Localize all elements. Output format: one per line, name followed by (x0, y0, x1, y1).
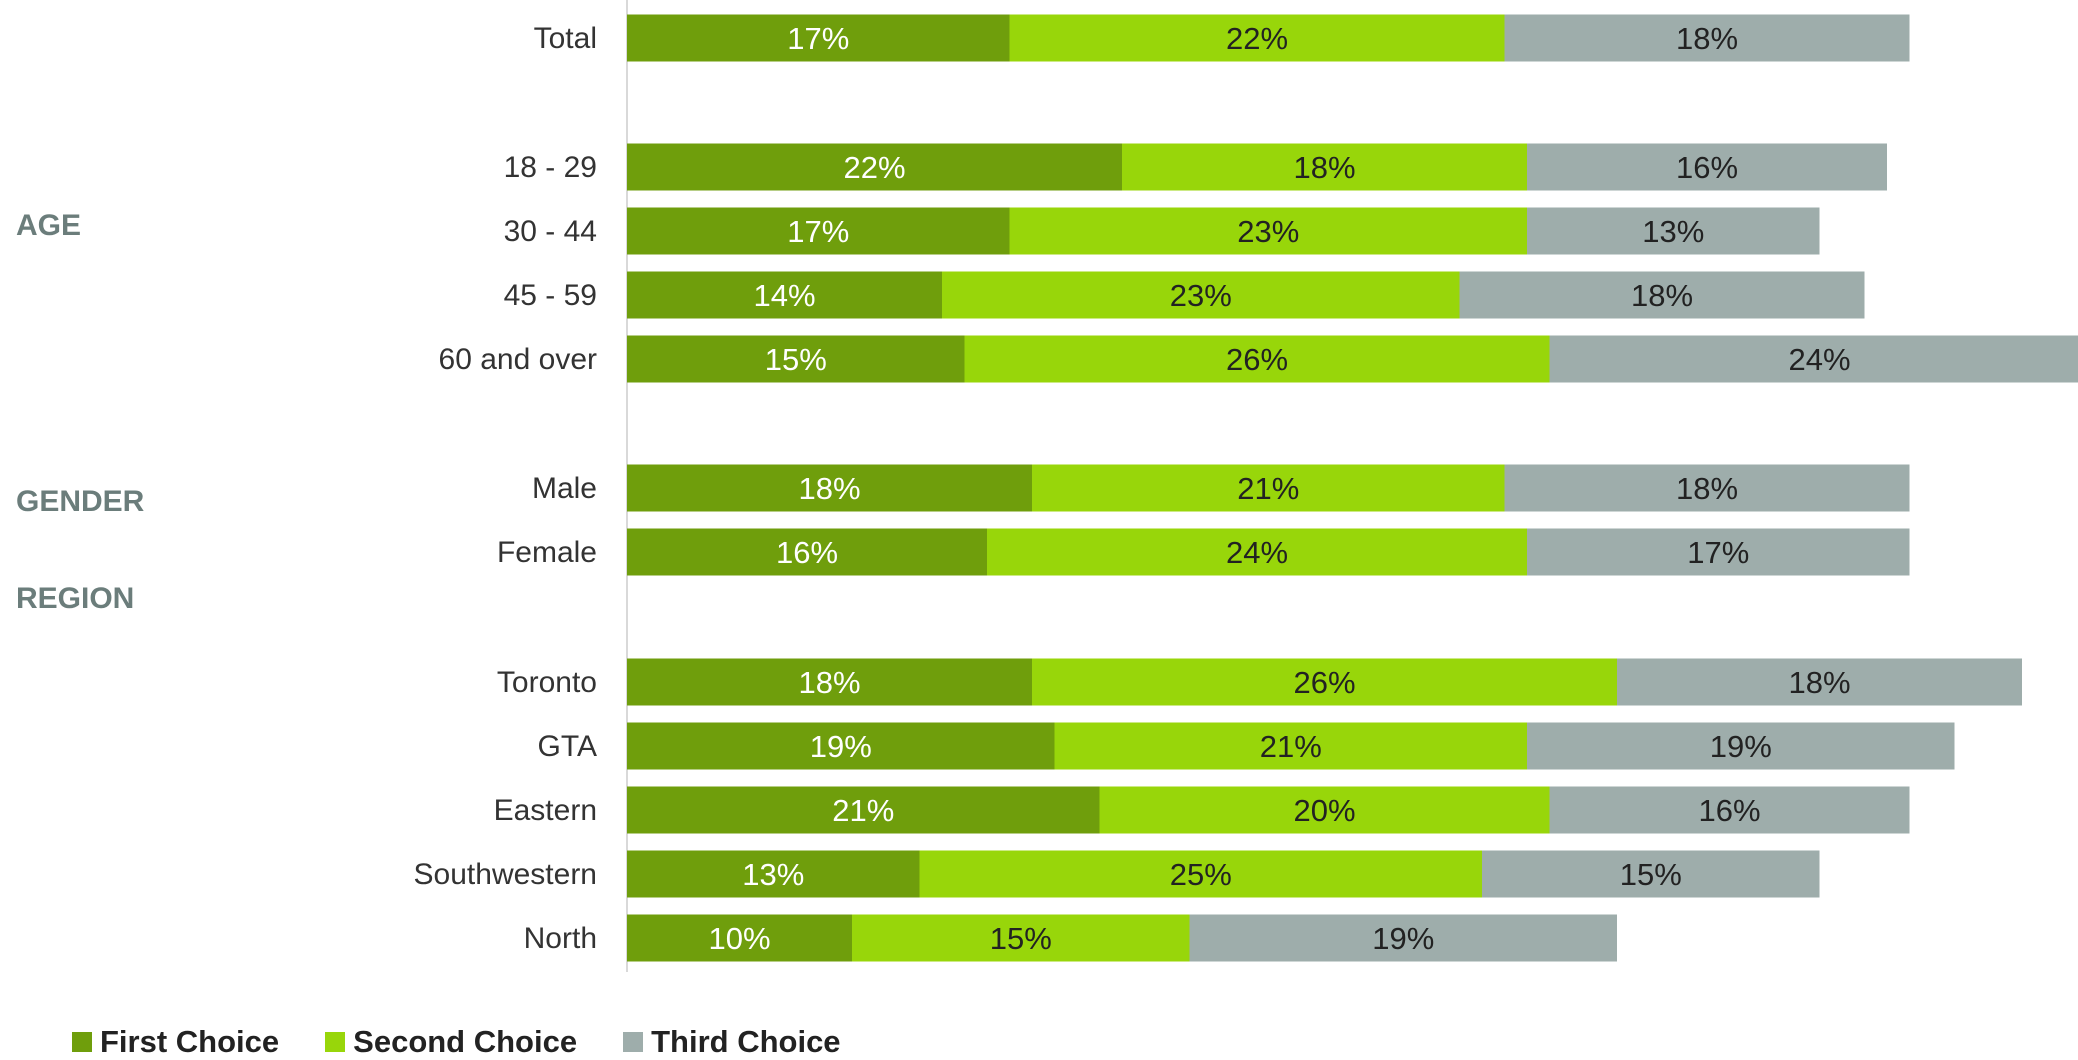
data-label-first-choice-toronto: 18% (798, 665, 860, 700)
data-label-first-choice-southwestern: 13% (742, 857, 804, 892)
data-label-third-choice-eastern: 16% (1698, 793, 1760, 828)
data-label-second-choice-gta: 21% (1260, 729, 1322, 764)
legend-swatch-third-choice (623, 1032, 643, 1052)
data-label-first-choice-eastern: 21% (832, 793, 894, 828)
data-label-second-choice-total: 22% (1226, 21, 1288, 56)
data-label-second-choice-southwestern: 25% (1170, 857, 1232, 892)
legend-swatch-second-choice (325, 1032, 345, 1052)
data-label-third-choice-female: 17% (1687, 535, 1749, 570)
category-label-45-59: 45 - 59 (504, 279, 597, 312)
data-label-third-choice-total: 18% (1676, 21, 1738, 56)
legend-label-first-choice: First Choice (100, 1024, 279, 1060)
data-label-first-choice-female: 16% (776, 535, 838, 570)
category-label-60-and-over: 60 and over (439, 343, 597, 376)
category-label-18-29: 18 - 29 (504, 151, 597, 184)
data-label-second-choice-18-29: 18% (1293, 150, 1355, 185)
data-label-third-choice-male: 18% (1676, 471, 1738, 506)
data-label-first-choice-north: 10% (708, 921, 770, 956)
data-label-third-choice-southwestern: 15% (1620, 857, 1682, 892)
category-label-30-44: 30 - 44 (504, 215, 597, 248)
data-label-second-choice-toronto: 26% (1293, 665, 1355, 700)
data-label-second-choice-60-and-over: 26% (1226, 342, 1288, 377)
category-label-eastern: Eastern (494, 794, 597, 827)
category-label-total: Total (534, 22, 597, 55)
category-label-north: North (524, 922, 597, 955)
data-label-first-choice-total: 17% (787, 21, 849, 56)
data-label-second-choice-female: 24% (1226, 535, 1288, 570)
data-label-third-choice-north: 19% (1372, 921, 1434, 956)
data-label-first-choice-male: 18% (798, 471, 860, 506)
data-label-second-choice-45-59: 23% (1170, 278, 1232, 313)
data-label-third-choice-45-59: 18% (1631, 278, 1693, 313)
data-label-third-choice-30-44: 13% (1642, 214, 1704, 249)
legend-item-second-choice: Second Choice (325, 1024, 577, 1060)
category-label-toronto: Toronto (497, 666, 597, 699)
data-label-second-choice-male: 21% (1237, 471, 1299, 506)
data-label-first-choice-45-59: 14% (753, 278, 815, 313)
group-label-age: AGE (16, 209, 81, 242)
legend-label-second-choice: Second Choice (353, 1024, 577, 1060)
group-label-gender: GENDER (16, 485, 145, 518)
legend-label-third-choice: Third Choice (651, 1024, 840, 1060)
category-label-male: Male (532, 472, 597, 505)
data-label-third-choice-60-and-over: 24% (1788, 342, 1850, 377)
group-label-region: REGION (16, 582, 134, 615)
data-label-first-choice-60-and-over: 15% (765, 342, 827, 377)
data-label-first-choice-gta: 19% (810, 729, 872, 764)
legend-swatch-first-choice (72, 1032, 92, 1052)
data-label-first-choice-30-44: 17% (787, 214, 849, 249)
legend-item-third-choice: Third Choice (623, 1024, 840, 1060)
category-label-southwestern: Southwestern (414, 858, 597, 891)
category-label-gta: GTA (538, 730, 597, 763)
legend: First Choice Second Choice Third Choice (72, 1024, 841, 1060)
data-label-third-choice-toronto: 18% (1788, 665, 1850, 700)
data-label-first-choice-18-29: 22% (843, 150, 905, 185)
data-label-third-choice-18-29: 16% (1676, 150, 1738, 185)
data-label-second-choice-north: 15% (990, 921, 1052, 956)
data-label-second-choice-30-44: 23% (1237, 214, 1299, 249)
data-label-third-choice-gta: 19% (1710, 729, 1772, 764)
category-label-female: Female (497, 536, 597, 569)
data-label-second-choice-eastern: 20% (1293, 793, 1355, 828)
legend-item-first-choice: First Choice (72, 1024, 279, 1060)
